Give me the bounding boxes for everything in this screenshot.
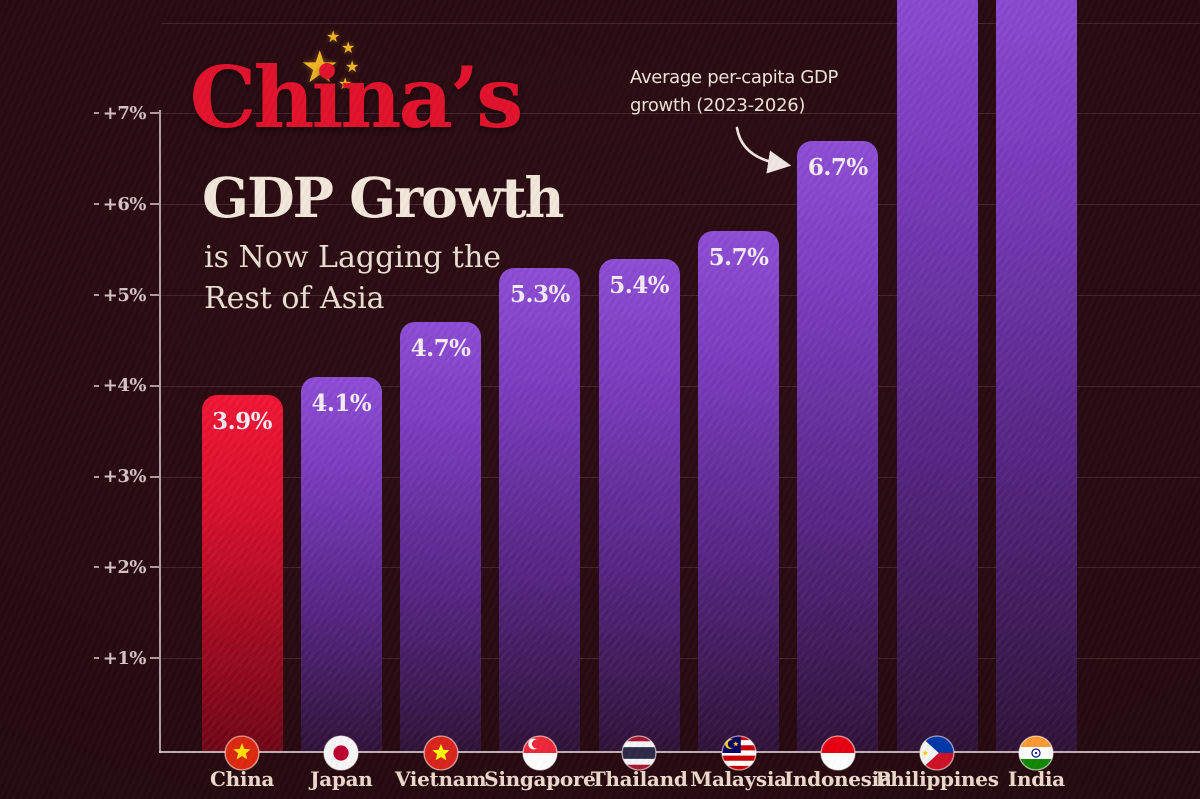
annotation-line1: Average per-capita GDP — [630, 67, 839, 88]
bar-value-label: 6.7% — [807, 153, 868, 181]
y-axis-tick: +3% — [0, 465, 159, 489]
tick-dash — [93, 475, 99, 478]
philippines-flag-icon — [919, 735, 955, 771]
tick-dash — [93, 203, 99, 206]
country-label-thailand: Thailand — [590, 767, 688, 791]
y-axis-tick: +1% — [0, 646, 159, 670]
bar-philippines — [896, 0, 978, 751]
y-axis-tick: +5% — [0, 283, 159, 307]
japan-flag-icon — [323, 735, 359, 771]
x-axis-baseline — [159, 751, 1200, 753]
tick-dash — [150, 657, 159, 660]
annotation-arrow-icon — [735, 126, 792, 174]
bar-value-label: 3.9% — [212, 407, 272, 435]
tick-dash — [150, 294, 159, 296]
y-tick-label: +2% — [102, 556, 147, 578]
y-axis-tick: +7% — [0, 101, 159, 125]
bar-value-label: 5.4% — [609, 271, 670, 299]
gridline — [161, 204, 1200, 206]
y-tick-label: +4% — [102, 375, 147, 397]
gridline — [161, 22, 1200, 24]
china-small-star-icon: ★ — [345, 57, 360, 76]
bar-thailand: 5.4% — [598, 258, 680, 752]
bar-value-label: 5.3% — [509, 280, 570, 308]
y-tick-label: +1% — [102, 647, 147, 669]
bar-japan: 4.1% — [300, 376, 382, 752]
bar-singapore: 5.3% — [499, 267, 581, 752]
indonesia-flag-icon — [820, 735, 856, 771]
gridline — [161, 295, 1200, 296]
china-small-star-icon: ★ — [341, 38, 356, 57]
y-axis-tick: +4% — [0, 374, 159, 398]
country-label-indonesia: Indonesia — [783, 767, 892, 791]
china-flag-icon — [224, 735, 260, 771]
tick-dash — [150, 112, 159, 115]
gridline — [161, 113, 1200, 115]
tick-dash — [93, 657, 99, 660]
bar-china: 3.9% — [201, 394, 283, 752]
tick-dash — [150, 384, 159, 387]
y-axis-line — [159, 110, 161, 753]
tick-dash — [150, 566, 159, 569]
tick-dash — [93, 112, 99, 115]
chart-title: GDP Growth — [202, 165, 565, 230]
chart-subtitle-line1: is Now Lagging the — [204, 240, 502, 275]
bar-value-label: 4.1% — [311, 389, 372, 417]
vietnam-flag-icon — [422, 735, 459, 771]
china-big-star-icon: ★ — [300, 42, 340, 93]
y-axis-tick: +6% — [0, 192, 159, 216]
bar-malaysia: 5.7% — [698, 231, 779, 751]
bar-indonesia: 6.7% — [797, 140, 879, 752]
y-axis-tick: +2% — [0, 555, 159, 579]
bar-india — [995, 0, 1077, 751]
country-label-china: China — [209, 767, 275, 791]
bar-value-label: 4.7% — [410, 335, 471, 363]
tick-dash — [93, 384, 99, 387]
tick-dash — [93, 294, 99, 296]
tick-dash — [150, 475, 159, 478]
singapore-flag-icon — [522, 735, 558, 771]
thailand-flag-icon — [621, 735, 657, 771]
india-flag-icon — [1018, 735, 1055, 771]
gridline — [161, 476, 1200, 478]
country-label-malaysia: Malaysia — [690, 767, 787, 791]
chart-subtitle: is Now Lagging the Rest of Asia — [204, 237, 501, 319]
annotation-line2: growth (2023-2026) — [630, 95, 806, 116]
chart-title-highlight: China’s — [189, 48, 524, 147]
bar-vietnam: 4.7% — [400, 322, 482, 751]
country-label-singapore: Singapore — [484, 767, 596, 791]
y-tick-label: +6% — [102, 193, 147, 215]
tick-dash — [150, 203, 159, 206]
country-label-japan: Japan — [310, 767, 373, 791]
country-label-philippines: Philippines — [875, 767, 999, 791]
china-small-star-icon: ★ — [326, 27, 341, 46]
china-small-star-icon: ★ — [338, 74, 353, 93]
chart-subtitle-line2: Rest of Asia — [204, 281, 385, 316]
country-label-vietnam: Vietnam — [394, 767, 487, 791]
country-label-india: India — [1007, 767, 1065, 791]
bar-value-label: 5.7% — [708, 244, 769, 272]
gridline — [161, 658, 1200, 660]
y-tick-label: +7% — [102, 102, 147, 124]
tick-dash — [93, 566, 99, 569]
gridline — [161, 385, 1200, 387]
malaysia-flag-icon — [720, 735, 757, 771]
gridline — [161, 567, 1200, 569]
annotation-text: Average per-capita GDP growth (2023-2026… — [630, 64, 838, 120]
y-tick-label: +5% — [102, 284, 147, 306]
y-tick-label: +3% — [102, 466, 147, 488]
